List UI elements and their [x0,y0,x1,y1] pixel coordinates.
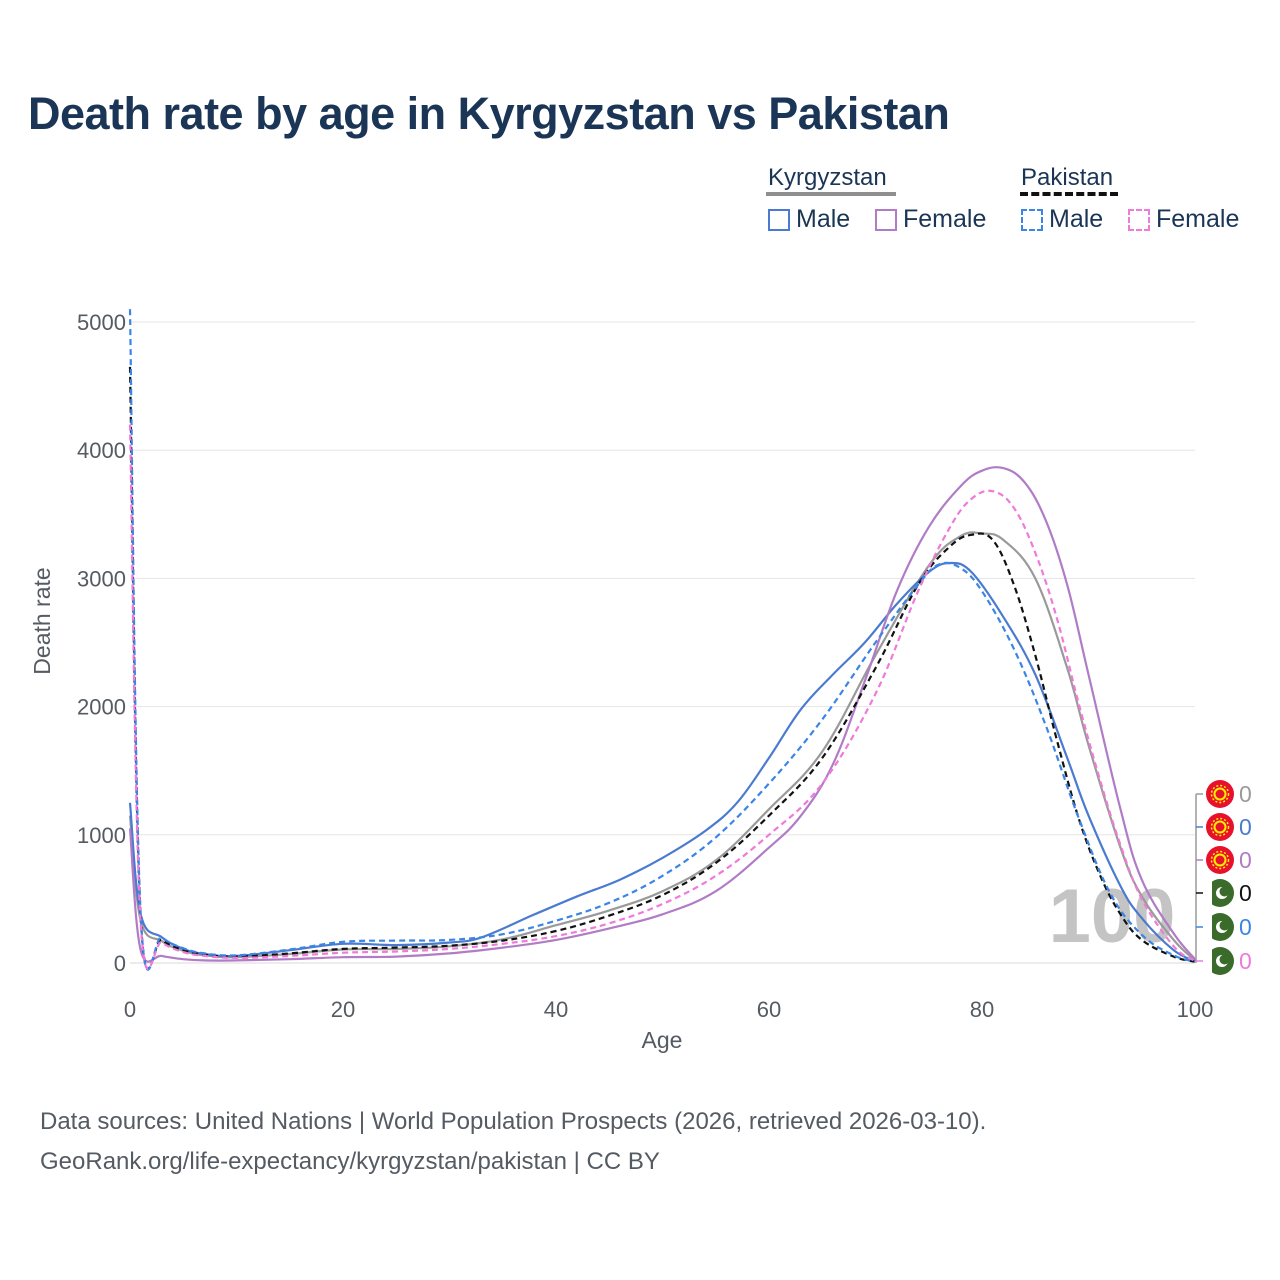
end-value-label: 0 [1239,814,1252,840]
flag-sun-rays [1210,850,1230,870]
x-axis-ticks: 0 20 40 60 80 100 [124,997,1213,1022]
y-tick-label: 3000 [77,566,126,591]
series-line-pakistan-female [128,424,1196,970]
series-line-kyrgyzstan-female [128,466,1196,963]
flag-crescent-inner [1219,886,1230,897]
flag-white-band [1206,947,1212,975]
series-line-kyrgyzstan-total [128,531,1196,962]
y-tick-label: 5000 [77,310,126,335]
x-tick-label: 100 [1177,997,1214,1022]
footer-link[interactable]: GeoRank.org/life-expectancy/kyrgyzstan/p… [40,1148,660,1175]
series-line-kyrgyzstan-male [128,561,1196,963]
legend-item-kyrgyzstan-male[interactable]: Male [768,205,850,234]
legend-label: Female [903,205,987,233]
legend-swatch [768,208,790,231]
legend-kyrgyzstan-line [766,192,896,196]
footer-sources: Data sources: United Nations | World Pop… [40,1108,987,1135]
end-value-label: 0 [1239,847,1252,873]
series-line-pakistan-male [128,309,1196,971]
flag-crescent-inner [1219,920,1230,931]
kyrgyzstan-flag-icon [1206,846,1234,874]
flag-crescent-inner [1219,954,1230,965]
x-tick-label: 20 [331,997,355,1022]
x-tick-label: 80 [970,997,994,1022]
legend-label: Female [1156,205,1240,233]
end-value-label: 0 [1239,948,1252,974]
kyrgyzstan-flag-icon [1206,813,1234,841]
flag-white-band [1206,879,1212,907]
legend-item-pakistan-female[interactable]: Female [1128,205,1239,234]
legend-group-kyrgyzstan: Kyrgyzstan [768,164,887,191]
flag-white-band [1206,913,1212,941]
legend-pakistan-line [1020,192,1118,196]
y-axis-label: Death rate [29,567,55,674]
legend-swatch [1021,208,1043,231]
x-tick-label: 0 [124,997,136,1022]
chart-title: Death rate by age in Kyrgyzstan vs Pakis… [28,88,950,139]
end-value-label: 0 [1239,914,1252,940]
end-value-label: 0 [1239,880,1252,906]
y-axis-ticks: 0 1000 2000 3000 4000 5000 [77,310,126,976]
legend-swatch [875,208,897,231]
flag-sun-rays [1210,784,1230,804]
y-tick-label: 2000 [77,695,126,720]
legend-group-pakistan: Pakistan [1021,164,1114,191]
x-tick-label: 60 [757,997,781,1022]
flag-sun [1213,787,1227,801]
x-axis-label: Age [642,1027,683,1053]
end-value-label: 0 [1239,781,1252,807]
end-value-markers: 0 0 0 0 0 0 [1195,780,1252,975]
flag-sun-rays [1210,817,1230,837]
y-tick-label: 4000 [77,438,126,463]
series-line-pakistan-total [128,366,1196,970]
series-lines [128,309,1196,971]
x-tick-label: 40 [544,997,568,1022]
legend-label: Male [796,205,851,233]
y-tick-label: 1000 [77,823,126,848]
flag-sun [1213,853,1227,867]
legend-item-pakistan-male[interactable]: Male [1021,205,1103,234]
flag-sun [1213,820,1227,834]
y-tick-label: 0 [114,951,126,976]
legend-item-kyrgyzstan-female[interactable]: Female [875,205,986,234]
gridlines [130,321,1195,964]
kyrgyzstan-flag-icon [1206,780,1234,808]
legend-label: Male [1049,205,1104,233]
legend-swatch [1128,208,1150,231]
